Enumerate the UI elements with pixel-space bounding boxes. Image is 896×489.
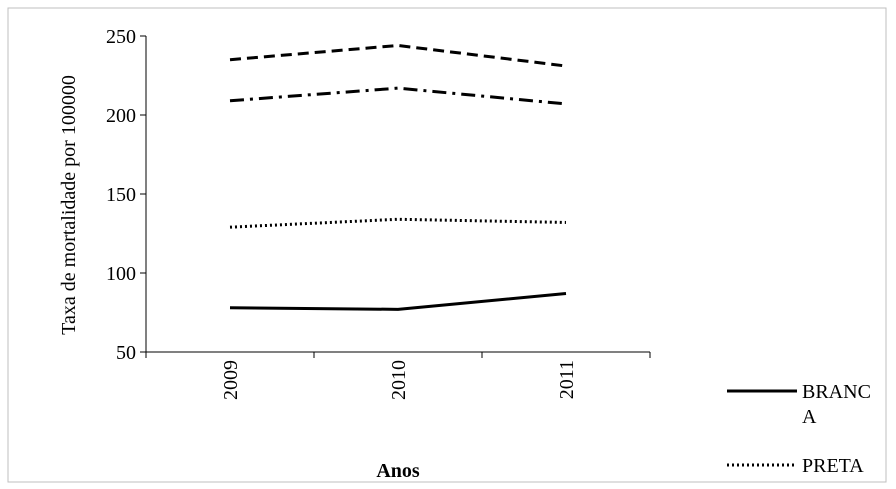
x-axis: 2009 2010 2011 xyxy=(145,351,651,400)
x-tick-label: 2011 xyxy=(556,360,578,399)
y-axis-label: Taxa de mortalidade por 100000 xyxy=(58,75,80,335)
legend-label-line: A xyxy=(802,406,817,428)
legend-label-branca: BRANC A xyxy=(802,381,871,428)
x-axis-label: Anos xyxy=(376,460,420,482)
legend-label-line: PRETA xyxy=(802,455,864,477)
series-line-branca xyxy=(229,292,567,311)
y-tick-label: 100 xyxy=(106,263,136,285)
y-tick-label: 150 xyxy=(106,184,136,206)
series-line-unnamed-3 xyxy=(229,43,567,68)
y-axis: 50 100 150 200 250 xyxy=(106,26,147,364)
plot-area xyxy=(229,43,567,311)
legend: BRANC A PRETA xyxy=(727,381,871,477)
legend-label-line: BRANC xyxy=(802,381,871,403)
x-tick-label: 2010 xyxy=(388,360,410,400)
y-tick-label: 250 xyxy=(106,26,136,48)
legend-label-preta: PRETA xyxy=(802,455,864,477)
chart-border xyxy=(7,7,887,483)
series-line-preta xyxy=(229,217,567,229)
x-tick-label: 2009 xyxy=(220,360,242,400)
y-tick-label: 200 xyxy=(106,105,136,127)
y-tick-label: 50 xyxy=(116,342,136,364)
